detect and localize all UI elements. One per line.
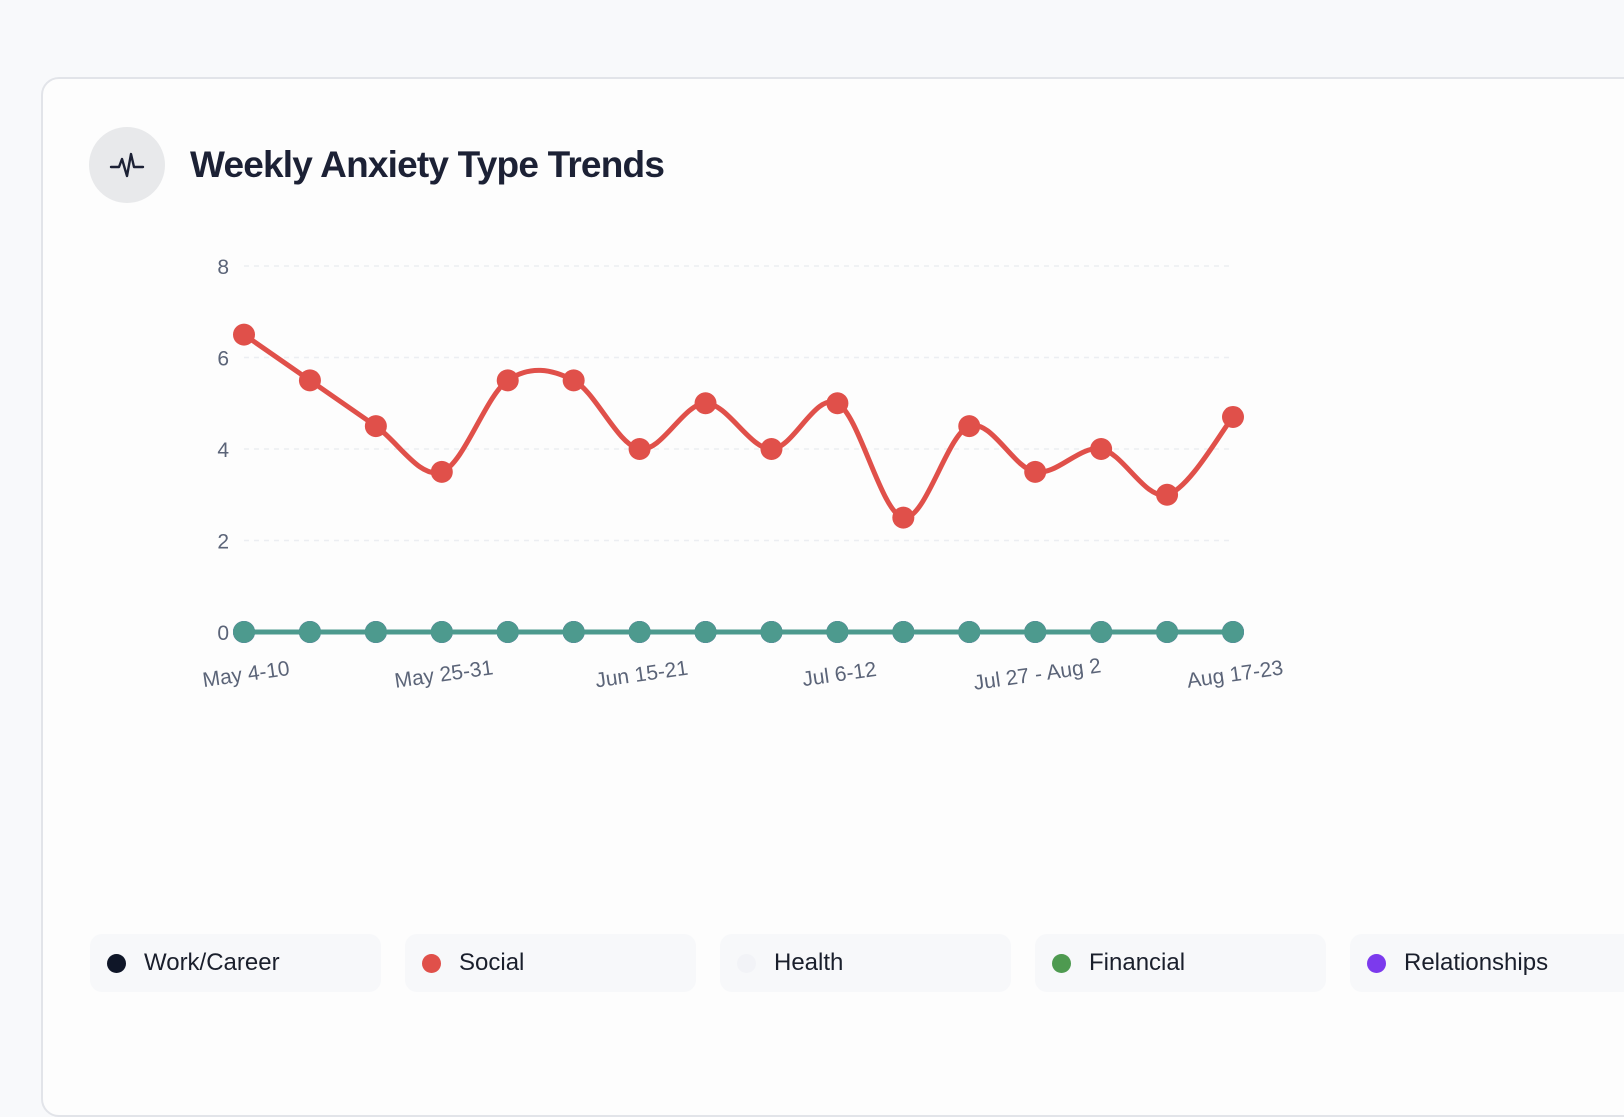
data-point-social[interactable] bbox=[1090, 438, 1113, 460]
legend-label: Work/Career bbox=[144, 949, 280, 976]
legend-item-relationships[interactable]: Relationships bbox=[1350, 934, 1624, 992]
data-point-social[interactable] bbox=[233, 323, 255, 346]
data-point-baseline[interactable] bbox=[826, 621, 849, 643]
y-tick-label: 8 bbox=[217, 256, 229, 279]
y-tick-label: 4 bbox=[217, 439, 229, 462]
data-point-social[interactable] bbox=[298, 369, 321, 392]
legend-item-work-career[interactable]: Work/Career bbox=[90, 934, 381, 992]
x-tick-label: May 25-31 bbox=[393, 656, 494, 693]
data-point-baseline[interactable] bbox=[694, 621, 717, 643]
data-point-social[interactable] bbox=[694, 392, 717, 415]
data-point-social[interactable] bbox=[1222, 405, 1244, 428]
legend-dot bbox=[422, 953, 441, 973]
data-point-baseline[interactable] bbox=[496, 621, 519, 643]
data-point-social[interactable] bbox=[364, 415, 387, 438]
y-tick-label: 2 bbox=[217, 531, 229, 554]
x-tick-label: Aug 17-23 bbox=[1186, 656, 1285, 692]
data-point-social[interactable] bbox=[892, 506, 915, 529]
anxiety-trends-card: Weekly Anxiety Type Trends 0 2 4 6 8 May 4-10… bbox=[41, 77, 1624, 1117]
data-point-social[interactable] bbox=[958, 415, 981, 438]
y-tick-label: 0 bbox=[217, 622, 229, 645]
legend-label: Financial bbox=[1089, 949, 1186, 976]
line-chart: 0 2 4 6 8 May 4-10 May 25-31 Jun 15-21 Jul 6-12 J… bbox=[201, 256, 1285, 695]
y-tick-label: 6 bbox=[217, 348, 229, 371]
chart-series bbox=[233, 323, 1244, 643]
chart-legend: Work/Career Social Health Financial Relation… bbox=[90, 934, 1624, 992]
legend-label: Social bbox=[459, 949, 525, 976]
legend-item-social[interactable]: Social bbox=[405, 934, 696, 992]
data-point-baseline[interactable] bbox=[233, 621, 255, 643]
grid-lines bbox=[244, 265, 1233, 542]
x-tick-label: Jul 6-12 bbox=[801, 658, 878, 691]
data-point-social[interactable] bbox=[760, 438, 783, 460]
series-line-social bbox=[241, 332, 1236, 521]
legend-dot bbox=[737, 953, 756, 973]
data-point-baseline[interactable] bbox=[364, 621, 387, 643]
page-title: Weekly Anxiety Type Trends bbox=[190, 144, 665, 185]
legend-item-financial[interactable]: Financial bbox=[1035, 934, 1326, 992]
data-point-social[interactable] bbox=[826, 392, 849, 415]
x-tick-label: Jun 15-21 bbox=[594, 657, 690, 693]
data-point-social[interactable] bbox=[430, 460, 453, 483]
legend-label: Relationships bbox=[1404, 949, 1549, 976]
x-tick-label: May 4-10 bbox=[201, 657, 291, 692]
series-baseline bbox=[233, 621, 1244, 643]
data-point-social[interactable] bbox=[1156, 483, 1179, 506]
data-point-baseline[interactable] bbox=[298, 621, 321, 643]
data-point-baseline[interactable] bbox=[1024, 621, 1047, 643]
axis-labels: 0 2 4 6 8 May 4-10 May 25-31 Jun 15-21 Jul 6-12 J… bbox=[201, 256, 1285, 695]
series-social bbox=[233, 323, 1244, 529]
data-point-baseline[interactable] bbox=[430, 621, 453, 643]
data-point-baseline[interactable] bbox=[562, 621, 585, 643]
data-point-social[interactable] bbox=[628, 438, 651, 460]
legend-dot bbox=[1367, 953, 1386, 973]
data-point-social[interactable] bbox=[1024, 460, 1047, 483]
data-point-baseline[interactable] bbox=[1156, 621, 1179, 643]
legend-dot bbox=[1052, 953, 1071, 973]
x-tick-label: Jul 27 - Aug 2 bbox=[972, 654, 1102, 695]
data-point-baseline[interactable] bbox=[1222, 621, 1244, 643]
card-header: Weekly Anxiety Type Trends bbox=[89, 127, 665, 203]
legend-label: Health bbox=[774, 949, 844, 976]
data-point-baseline[interactable] bbox=[628, 621, 651, 643]
data-point-baseline[interactable] bbox=[958, 621, 981, 643]
data-point-baseline[interactable] bbox=[1090, 621, 1113, 643]
data-point-social[interactable] bbox=[562, 369, 585, 392]
data-point-baseline[interactable] bbox=[892, 621, 915, 643]
legend-item-health[interactable]: Health bbox=[720, 934, 1011, 992]
data-point-social[interactable] bbox=[496, 369, 519, 392]
legend-dot bbox=[107, 953, 126, 973]
activity-pulse-icon bbox=[89, 127, 165, 203]
data-point-baseline[interactable] bbox=[760, 621, 783, 643]
